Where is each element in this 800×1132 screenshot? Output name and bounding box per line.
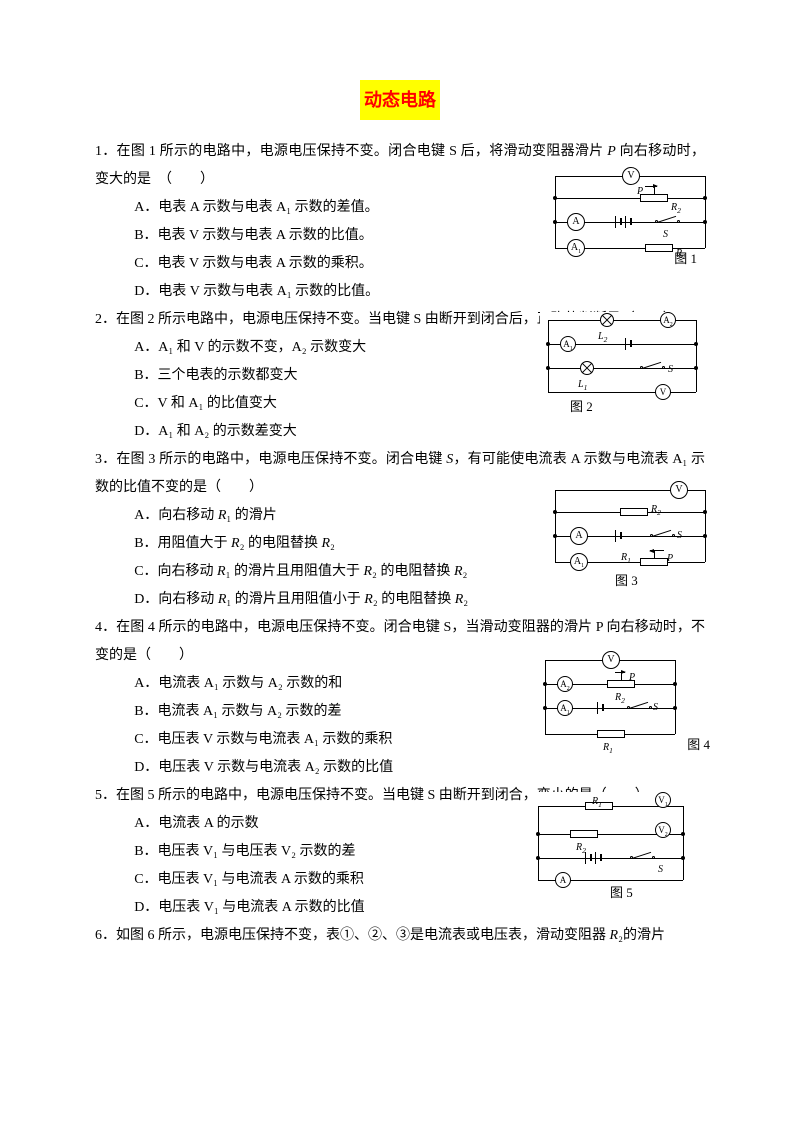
fig3-caption: 图 3 bbox=[615, 568, 638, 594]
resistor-r1-icon bbox=[597, 730, 625, 738]
rheostat-r2-icon bbox=[640, 194, 668, 202]
fig5-caption: 图 5 bbox=[610, 880, 633, 906]
q6-var: R bbox=[610, 928, 619, 943]
meter-v-icon: V bbox=[655, 384, 671, 400]
q3-stem-a: 3．在图 3 所示的电路中，电源电压保持不变。闭合电键 bbox=[95, 452, 446, 467]
fig1-caption: 图 1 bbox=[674, 246, 697, 272]
meter-a-icon: A bbox=[570, 527, 588, 545]
resistor-r2-icon bbox=[570, 830, 598, 838]
figure-3: V R2 A S A1 R1 P 图 3 bbox=[545, 484, 715, 579]
meter-a1-icon: A1 bbox=[560, 336, 576, 352]
question-5: 5．在图 5 所示的电路中，电源电压保持不变。当电键 S 由断开到闭合，变小的是… bbox=[95, 782, 705, 922]
figure-5: V1 R1 R2 V2 S A 图 5 bbox=[530, 792, 710, 892]
fig2-caption: 图 2 bbox=[570, 394, 593, 420]
resistor-r1-icon bbox=[645, 244, 673, 252]
figure-2: L2 A2 A1 L1 S V 图 2 bbox=[540, 312, 705, 404]
meter-a-icon: A bbox=[567, 213, 585, 231]
meter-a2-icon: A2 bbox=[660, 312, 676, 328]
question-6: 6．如图 6 所示，电源电压保持不变，表①、②、③是电流表或电压表，滑动变阻器 … bbox=[95, 922, 705, 950]
meter-a-icon: A bbox=[555, 872, 571, 888]
rheostat-r1-icon bbox=[640, 558, 668, 566]
meter-v-icon: V bbox=[602, 651, 620, 669]
q6-stem: 6．如图 6 所示，电源电压保持不变，表①、②、③是电流表或电压表，滑动变阻器 … bbox=[95, 922, 705, 950]
bulb-l1-icon bbox=[580, 361, 594, 375]
question-2: 2．在图 2 所示电路中，电源电压保持不变。当电键 S 由断开到闭合后，正确的判… bbox=[95, 306, 705, 446]
document-page: 动态电路 1．在图 1 所示的电路中，电源电压保持不变。闭合电键 S 后，将滑动… bbox=[0, 0, 800, 990]
question-4: 4．在图 4 所示的电路中，电源电压保持不变。闭合电键 S，当滑动变阻器的滑片 … bbox=[95, 614, 705, 782]
fig4-caption: 图 4 bbox=[687, 732, 710, 758]
figure-4: V A2 P R2 A1 S R1 图 4 bbox=[535, 654, 710, 749]
q4-opt-d: D．电压表 V 示数与电流表 A₂ 示数的比值 bbox=[134, 754, 705, 782]
meter-v-icon: V bbox=[670, 481, 688, 499]
meter-a1-icon: A1 bbox=[557, 700, 573, 716]
question-1: 1．在图 1 所示的电路中，电源电压保持不变。闭合电键 S 后，将滑动变阻器滑片… bbox=[95, 138, 705, 306]
q1-opt-d: D．电表 V 示数与电表 A₁ 示数的比值。 bbox=[134, 278, 705, 306]
question-3: 3．在图 3 所示的电路中，电源电压保持不变。闭合电键 S，有可能使电流表 A … bbox=[95, 446, 705, 614]
resistor-r2-icon bbox=[620, 508, 648, 516]
q1-var: P bbox=[607, 144, 616, 159]
q6-stem-a: 6．如图 6 所示，电源电压保持不变，表①、②、③是电流表或电压表，滑动变阻器 bbox=[95, 928, 610, 943]
q6-stem-b: 的滑片 bbox=[623, 928, 665, 943]
meter-a1-icon: A1 bbox=[567, 239, 585, 257]
meter-a1-icon: A1 bbox=[570, 553, 588, 571]
q1-stem-a: 1．在图 1 所示的电路中，电源电压保持不变。闭合电键 S 后，将滑动变阻器滑片 bbox=[95, 144, 607, 159]
bulb-l2-icon bbox=[600, 313, 614, 327]
page-title: 动态电路 bbox=[360, 80, 440, 120]
title-row: 动态电路 bbox=[95, 80, 705, 120]
meter-a2-icon: A2 bbox=[557, 676, 573, 692]
q2-opt-d: D．A₁ 和 A₂ 的示数差变大 bbox=[134, 418, 705, 446]
meter-v2-icon: V2 bbox=[655, 822, 671, 838]
meter-v1-icon: V1 bbox=[655, 792, 671, 808]
figure-1: V P R2 A S A1 R1 bbox=[545, 168, 715, 258]
